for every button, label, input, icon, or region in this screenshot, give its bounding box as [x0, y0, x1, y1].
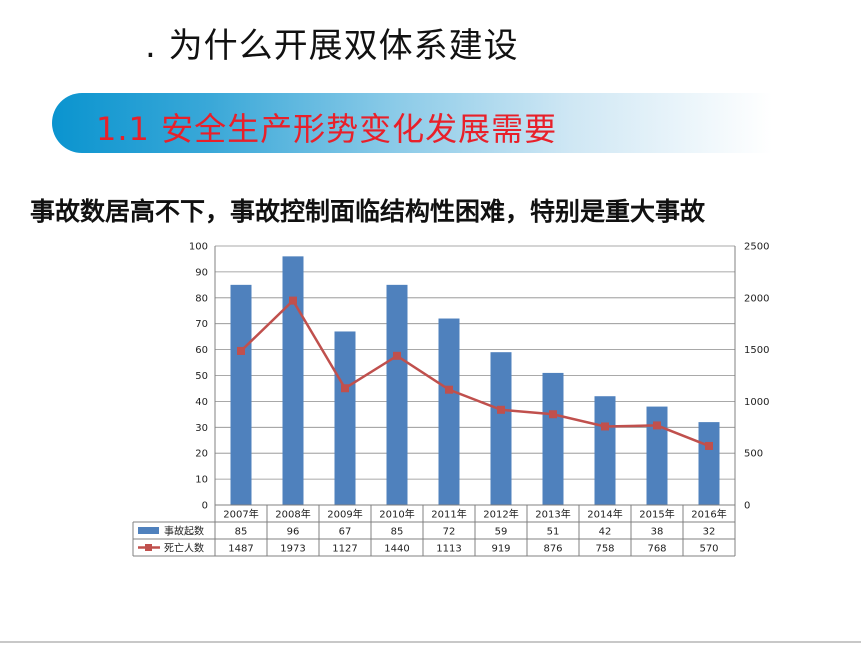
x-tick-label: 2007年 [223, 508, 258, 521]
line-point [237, 346, 245, 355]
y-left-tick-label: 40 [195, 397, 208, 408]
bar [542, 372, 564, 505]
section-banner [52, 93, 772, 153]
table-value: 38 [651, 527, 664, 538]
bar [594, 396, 616, 505]
y-right-tick-label: 1500 [744, 345, 769, 356]
line-point [601, 422, 609, 431]
table-value: 876 [543, 544, 562, 555]
bar [490, 352, 512, 505]
y-left-tick-label: 30 [195, 423, 208, 434]
table-value: 72 [443, 527, 456, 538]
bar [438, 318, 460, 505]
series-line [240, 298, 710, 448]
x-tick-label: 2008年 [275, 508, 310, 521]
x-tick-label: 2013年 [535, 508, 570, 521]
slide-title: . 为什么开展双体系建设 [145, 26, 519, 66]
bar [334, 331, 356, 505]
y-left-tick-label: 60 [195, 345, 208, 356]
y-right-tick-label: 0 [744, 501, 750, 512]
legend-label: 死亡人数 [164, 542, 204, 555]
line-point [341, 384, 349, 393]
bar [698, 422, 720, 505]
y-right-tick-label: 2000 [744, 293, 769, 304]
x-tick-label: 2015年 [639, 508, 674, 521]
y-left-tick-label: 10 [195, 475, 208, 486]
line-point [445, 385, 453, 394]
table-value: 32 [703, 527, 716, 538]
line-point [549, 410, 557, 419]
bar [282, 256, 304, 505]
x-tick-label: 2010年 [379, 508, 414, 521]
x-tick-label: 2012年 [483, 508, 518, 521]
table-value: 51 [547, 527, 560, 538]
bar [230, 284, 252, 505]
legend-key-marker [145, 544, 152, 551]
x-tick-label: 2014年 [587, 508, 622, 521]
y-left-tick-label: 80 [195, 293, 208, 304]
legend-label: 事故起数 [164, 525, 204, 538]
y-right-tick-label: 2500 [744, 242, 769, 253]
line-point [653, 421, 661, 430]
x-tick-label: 2011年 [431, 508, 466, 521]
x-tick-label: 2016年 [691, 508, 726, 521]
y-left-tick-label: 0 [202, 501, 208, 512]
table-value: 59 [495, 527, 508, 538]
line-point [393, 351, 401, 360]
table-value: 768 [647, 544, 666, 555]
table-value: 67 [339, 527, 352, 538]
table-value: 1127 [332, 544, 357, 555]
table-value: 1113 [436, 544, 461, 555]
y-left-tick-label: 100 [189, 242, 208, 253]
y-right-tick-label: 1000 [744, 397, 769, 408]
footer-divider [0, 641, 861, 643]
x-tick-label: 2009年 [327, 508, 362, 521]
y-left-tick-label: 90 [195, 267, 208, 278]
section-title: 1.1 安全生产形势变化发展需要 [96, 110, 558, 148]
bar [386, 284, 408, 505]
line-point [289, 296, 297, 305]
table-value: 42 [599, 527, 612, 538]
legend-key-bar [138, 527, 159, 534]
y-left-tick-label: 70 [195, 319, 208, 330]
table-value: 1973 [280, 544, 305, 555]
table-value: 919 [491, 544, 510, 555]
table-value: 758 [595, 544, 614, 555]
table-value: 85 [235, 527, 248, 538]
y-left-tick-label: 20 [195, 449, 208, 460]
y-right-tick-label: 500 [744, 449, 763, 460]
table-value: 1487 [228, 544, 253, 555]
table-value: 96 [287, 527, 300, 538]
table-value: 570 [699, 544, 718, 555]
bar [646, 406, 668, 505]
table-value: 1440 [384, 544, 409, 555]
slide-subtitle: 事故数居高不下，事故控制面临结构性困难，特别是重大事故 [30, 197, 706, 226]
line-point [497, 405, 505, 414]
y-left-tick-label: 50 [195, 371, 208, 382]
table-value: 85 [391, 527, 404, 538]
line-point [705, 441, 713, 450]
